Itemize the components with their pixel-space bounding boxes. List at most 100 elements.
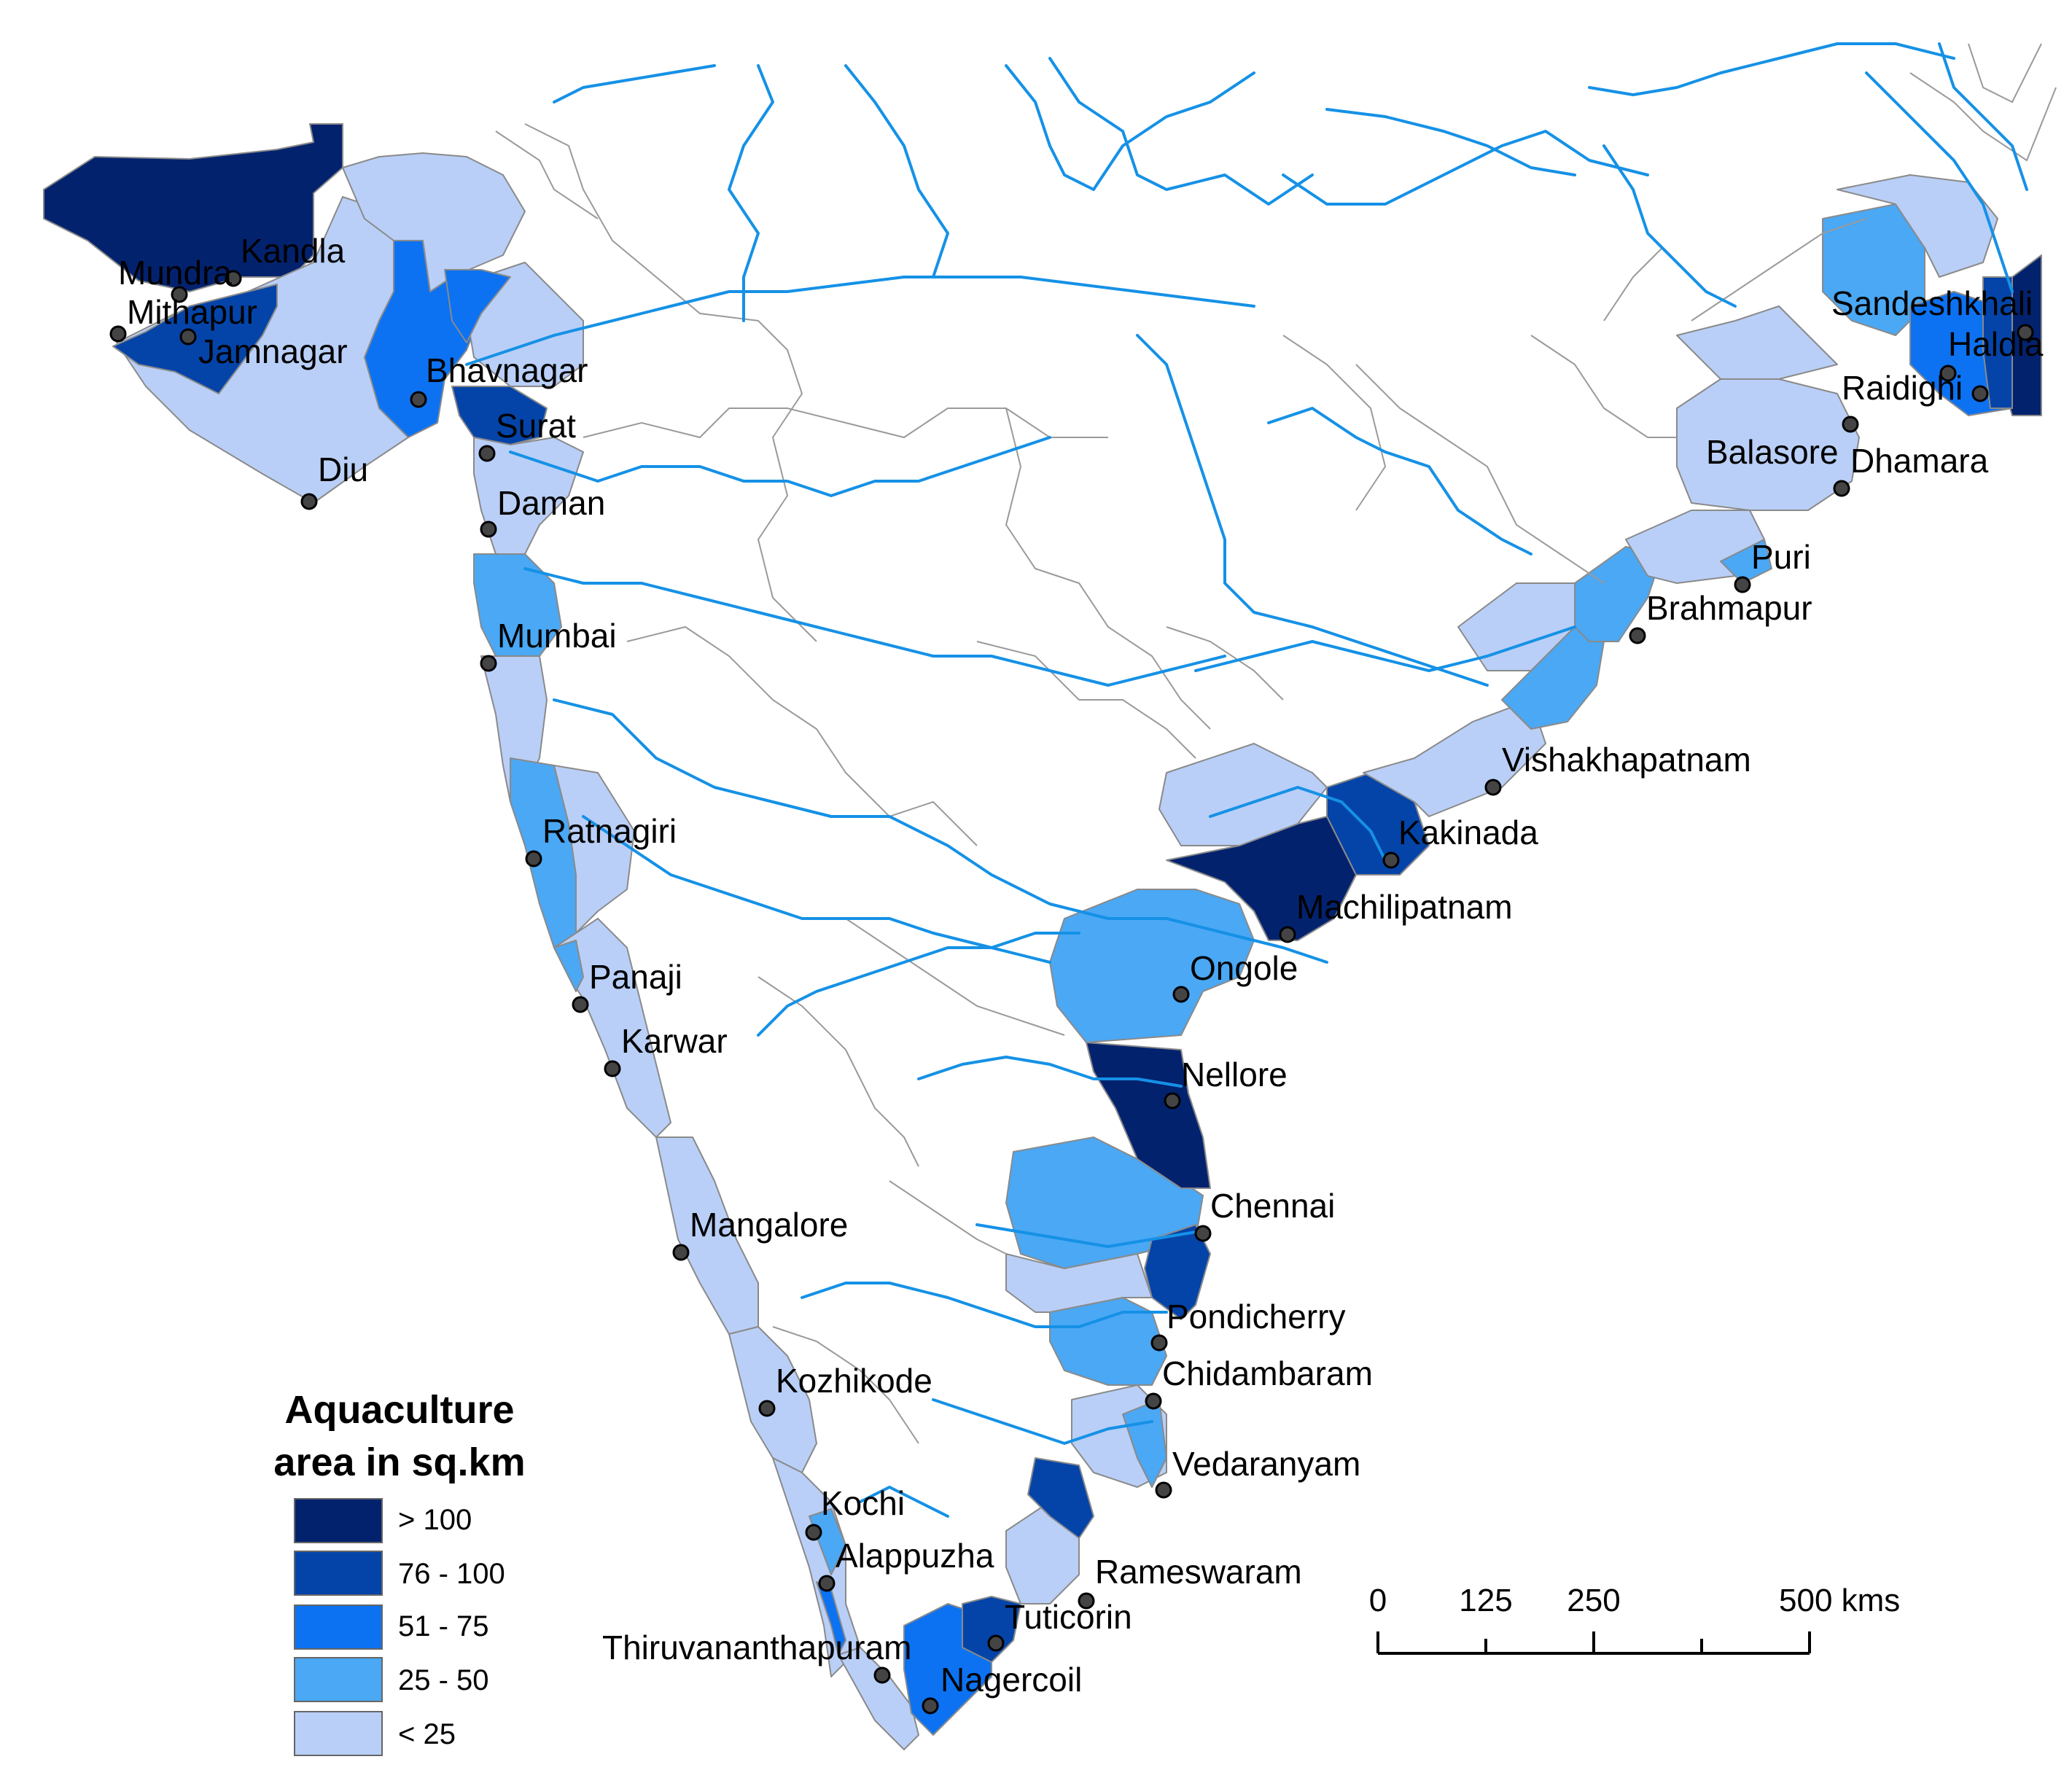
district-tn-middle <box>1005 1253 1153 1313</box>
city-thiruvananthapuram: Thiruvananthapuram <box>602 1629 911 1684</box>
district-mayurbhanj <box>1676 305 1838 380</box>
legend-swatch-76-100 <box>294 1551 383 1596</box>
city-mithapur: Mithapur <box>109 293 257 343</box>
river-5 <box>1048 57 1314 206</box>
svg-text:Kakinada: Kakinada <box>1398 814 1538 851</box>
svg-text:Mumbai: Mumbai <box>497 617 617 655</box>
svg-text:Mangalore: Mangalore <box>690 1206 848 1244</box>
svg-text:Ongole: Ongole <box>1190 949 1298 987</box>
city-karwar: Karwar <box>604 1022 728 1077</box>
district-ramanathapuram <box>1027 1457 1094 1539</box>
city-bhavnagar: Bhavnagar <box>410 351 588 408</box>
river-10 <box>465 276 1255 366</box>
city-sandeshkhali: Sandeshkhali <box>1831 284 2034 341</box>
city-mumbai: Mumbai <box>480 617 617 672</box>
svg-text:Vishakhapatnam: Vishakhapatnam <box>1502 741 1751 779</box>
district-north-goa <box>553 940 584 992</box>
cities: Kandla Mundra Mithapur Jamnagar Bhavnaga… <box>109 232 2044 1715</box>
svg-text:Thiruvananthapuram: Thiruvananthapuram <box>602 1629 911 1666</box>
svg-text:Brahmapur: Brahmapur <box>1646 589 1812 627</box>
river-17 <box>1194 625 1576 672</box>
svg-text:Machilipatnam: Machilipatnam <box>1296 888 1513 926</box>
svg-text:Vedaranyam: Vedaranyam <box>1172 1445 1360 1483</box>
city-vishakhapatnam: Vishakhapatnam <box>1484 741 1751 796</box>
city-vedaranyam: Vedaranyam <box>1155 1445 1360 1499</box>
city-balasore: Balasore <box>1706 416 1859 471</box>
city-ongole: Ongole <box>1172 949 1298 1003</box>
city-diu: Diu <box>300 451 368 510</box>
district-alappuzha <box>809 1508 846 1575</box>
city-pondicherry: Pondicherry <box>1150 1298 1345 1352</box>
district-anand <box>444 269 511 343</box>
district-wb-inland <box>1837 174 1998 278</box>
district-godavari-inland <box>1158 743 1328 846</box>
river-15 <box>1136 334 1489 687</box>
legend-label-lt25: < 25 <box>398 1718 456 1750</box>
city-brahmapur: Brahmapur <box>1629 589 1812 644</box>
river-9 <box>1602 144 1737 308</box>
river-6 <box>1282 130 1649 206</box>
svg-text:Surat: Surat <box>496 407 576 445</box>
city-haldia: Haldia <box>1948 325 2044 402</box>
scale-label-125: 125 <box>1459 1583 1512 1618</box>
city-nagercoil: Nagercoil <box>922 1661 1082 1715</box>
legend-title-line2: area in sq.km <box>273 1440 525 1484</box>
svg-text:Raidighi: Raidighi <box>1842 369 1963 407</box>
river-26 <box>1938 42 2028 191</box>
district-gujarat-inner <box>342 152 526 292</box>
river-8 <box>1588 42 1955 96</box>
district-thiruvananthapuram <box>838 1647 919 1750</box>
city-surat: Surat <box>478 407 576 462</box>
district-mangalore <box>655 1136 759 1335</box>
city-raidighi: Raidighi <box>1842 364 1963 407</box>
svg-text:Puri: Puri <box>1751 538 1811 576</box>
city-chennai: Chennai <box>1194 1187 1335 1242</box>
svg-text:Daman: Daman <box>497 484 605 522</box>
city-kochi: Kochi <box>805 1484 905 1541</box>
svg-text:Kozhikode: Kozhikode <box>776 1362 932 1400</box>
svg-text:Kochi: Kochi <box>821 1484 905 1522</box>
legend-swatch-gt100 <box>294 1498 383 1543</box>
district-tuticorin <box>962 1596 1021 1663</box>
svg-text:Chidambaram: Chidambaram <box>1162 1354 1373 1392</box>
city-chidambaram: Chidambaram <box>1145 1354 1373 1410</box>
city-alappuzha: Alappuzha <box>818 1537 994 1592</box>
district-villupuram <box>1049 1297 1167 1386</box>
river-7 <box>1325 108 1576 176</box>
svg-text:Dhamara: Dhamara <box>1850 442 1989 480</box>
svg-text:Sandeshkhali: Sandeshkhali <box>1831 284 2033 322</box>
city-kandla: Kandla <box>225 232 346 287</box>
svg-text:Nellore: Nellore <box>1181 1056 1288 1093</box>
legend-swatch-lt25 <box>294 1711 383 1756</box>
river-4 <box>1005 64 1255 191</box>
svg-text:Diu: Diu <box>318 451 368 488</box>
city-tuticorin: Tuticorin <box>987 1598 1132 1652</box>
svg-text:Rameswaram: Rameswaram <box>1095 1553 1302 1591</box>
city-mangalore: Mangalore <box>672 1206 848 1261</box>
legend-swatch-25-50 <box>294 1657 383 1702</box>
river-24 <box>859 1486 949 1518</box>
rivers <box>465 42 2028 1518</box>
river-23 <box>932 1398 1153 1445</box>
river-21 <box>975 1223 1197 1248</box>
legend-title-line1: Aquaculture <box>284 1388 514 1432</box>
river-22 <box>801 1282 1168 1328</box>
river-18 <box>1209 786 1387 862</box>
river-19 <box>757 932 1080 1037</box>
district-kutch <box>43 123 343 292</box>
city-kakinada: Kakinada <box>1382 814 1538 869</box>
district-bharuch <box>451 386 548 445</box>
river-2 <box>728 64 774 322</box>
svg-text:Mithapur: Mithapur <box>127 293 257 331</box>
city-dhamara: Dhamara <box>1833 442 1989 497</box>
legend-label-gt100: > 100 <box>398 1504 472 1536</box>
city-nellore: Nellore <box>1164 1056 1288 1110</box>
state-boundaries <box>495 43 2057 1444</box>
scale-label-250: 250 <box>1567 1583 1620 1618</box>
city-puri: Puri <box>1734 538 1811 593</box>
river-11 <box>509 436 1051 497</box>
scale-label-500: 500 kms <box>1779 1583 1900 1618</box>
legend-label-76-100: 76 - 100 <box>398 1558 505 1590</box>
river-25 <box>1865 71 2014 293</box>
